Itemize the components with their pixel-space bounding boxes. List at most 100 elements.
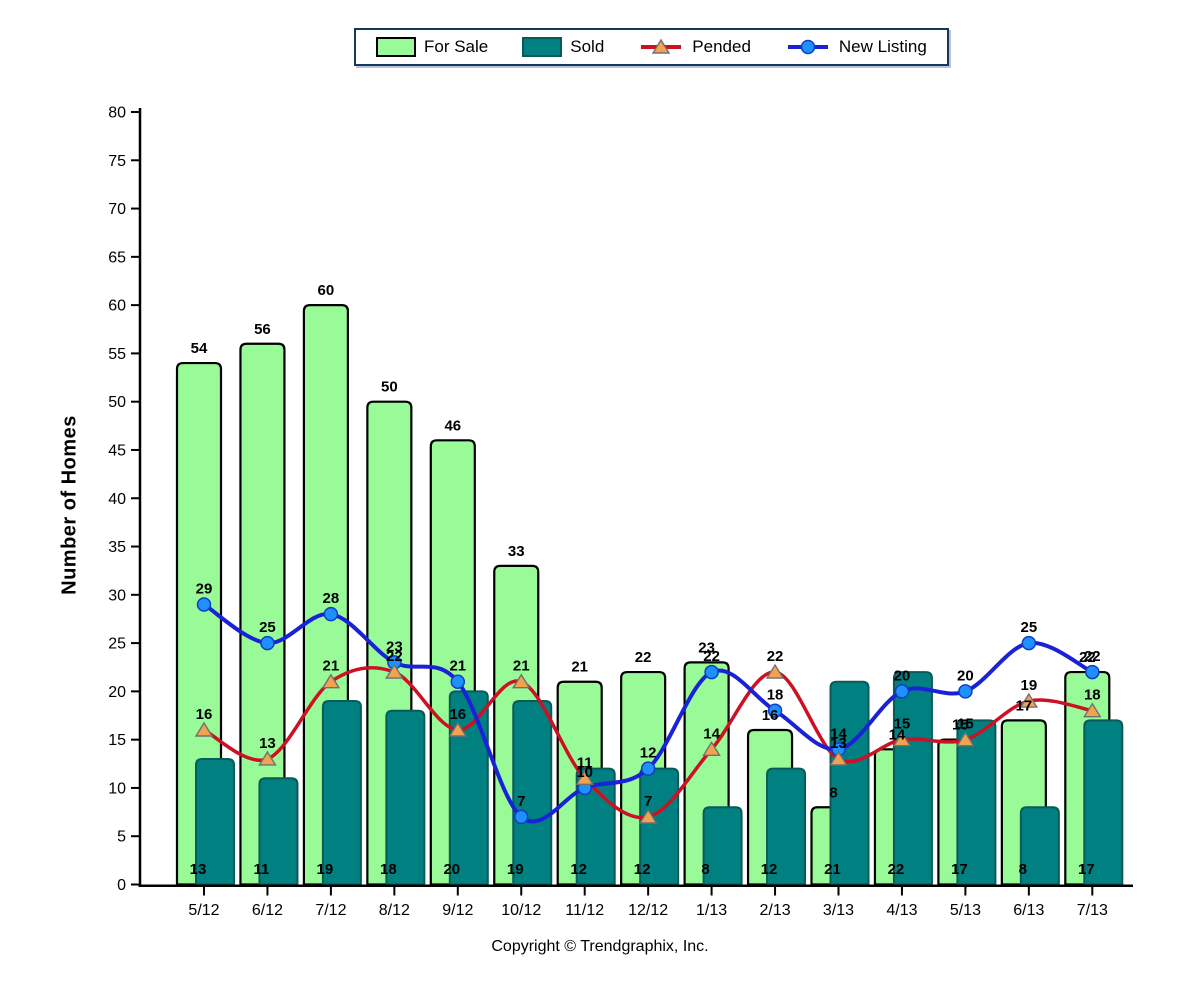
new-listing-marker: [196, 597, 212, 612]
pended-value-label: 22: [386, 648, 403, 665]
new-listing-line-icon: [787, 39, 828, 55]
legend-item-label: Sold: [570, 37, 605, 56]
pended-value-label: 7: [644, 793, 652, 810]
new-listing-value-label: 23: [386, 638, 403, 655]
pended-value-label: 18: [1084, 687, 1101, 704]
bar-for-sale: [175, 361, 223, 886]
sold-swatch-icon: [522, 37, 563, 57]
sold-value-label: 12: [570, 861, 587, 878]
y-tick-label: 0: [117, 877, 126, 894]
y-tick-label: 60: [108, 298, 126, 315]
pended-marker: [956, 731, 975, 747]
pended-value-label: 21: [513, 658, 530, 675]
for-sale-value-label: 8: [829, 784, 837, 801]
y-tick-label: 30: [108, 587, 126, 604]
pended-marker: [385, 663, 404, 679]
new-listing-value-label: 12: [640, 745, 657, 762]
new-listing-marker: [958, 684, 973, 699]
sold-value-label: 21: [824, 861, 841, 878]
sold-value-label: 11: [254, 861, 270, 878]
x-tick-label: 4/13: [886, 902, 917, 919]
pended-value-label: 15: [957, 716, 974, 733]
pended-value-label: 11: [577, 754, 593, 771]
new-listing-marker: [514, 809, 529, 825]
new-listing-value-label: 18: [767, 687, 784, 704]
y-tick-label: 80: [108, 105, 126, 122]
x-tick-label: 9/12: [442, 902, 473, 919]
new-listing-value-label: 22: [1084, 648, 1101, 665]
x-tick-label: 1/13: [696, 902, 727, 919]
pended-marker: [1019, 692, 1039, 708]
new-listing-value-label: 20: [894, 667, 911, 684]
x-tick-label: 7/12: [315, 902, 346, 919]
y-tick-label: 15: [108, 732, 126, 749]
for-sale-value-label: 22: [1079, 649, 1096, 666]
new-listing-marker: [1085, 664, 1100, 680]
bar-sold: [892, 671, 933, 886]
y-tick-label: 20: [108, 684, 126, 701]
for-sale-value-label: 56: [254, 321, 271, 338]
x-tick-label: 10/12: [501, 902, 541, 919]
pended-marker: [575, 769, 594, 785]
pended-marker: [1083, 702, 1102, 718]
new-listing-marker: [260, 635, 275, 651]
pended-line-icon: [641, 38, 682, 54]
y-tick-label: 45: [108, 442, 126, 459]
y-tick-label: 5: [117, 829, 126, 846]
bar-sold: [956, 719, 997, 886]
new-listing-value-label: 28: [323, 590, 340, 607]
value-labels: 5413162956111325601921285018222346201621…: [190, 282, 1101, 878]
sold-value-label: 22: [888, 861, 905, 878]
for-sale-value-label: 15: [952, 717, 969, 734]
for-sale-value-label: 23: [698, 639, 715, 656]
new-listing-marker: [1021, 635, 1037, 651]
bar-sold: [385, 709, 426, 886]
sold-value-label: 20: [443, 861, 460, 878]
bar-sold: [195, 757, 235, 886]
pended-value-label: 22: [767, 648, 784, 665]
new-listing-marker: [704, 664, 719, 680]
y-tick-label: 40: [108, 491, 126, 508]
new-listing-marker: [640, 761, 656, 776]
new-listing-value-label: 25: [1021, 619, 1038, 636]
new-listing-marker: [450, 674, 466, 689]
x-tick-label: 5/12: [188, 902, 219, 919]
legend-item-sold: Sold: [522, 37, 604, 57]
bar-sold: [829, 680, 870, 886]
for-sale-value-label: 16: [762, 707, 779, 724]
x-tick-label: 5/13: [950, 902, 981, 919]
legend-item-label: New Listing: [838, 37, 927, 56]
pended-value-label: 19: [1021, 677, 1038, 694]
sold-bars: [195, 671, 1124, 886]
y-tick-label: 35: [108, 539, 126, 556]
y-tick-label: 25: [108, 636, 126, 653]
x-tick-label: 6/13: [1013, 902, 1044, 919]
for-sale-value-label: 17: [1016, 697, 1033, 714]
pended-marker: [511, 673, 531, 689]
new-listing-value-label: 25: [259, 619, 276, 636]
pended-marker: [448, 721, 468, 737]
pended-value-label: 14: [703, 725, 720, 742]
sold-value-label: 19: [317, 861, 334, 878]
pended-value-label: 13: [830, 735, 847, 752]
x-tick-label: 7/13: [1077, 902, 1108, 919]
for-sale-value-label: 50: [381, 379, 398, 396]
bar-sold: [448, 690, 489, 886]
pended-marker: [194, 721, 214, 737]
new-listing-marker: [323, 606, 339, 622]
y-tick-label: 75: [108, 153, 126, 170]
bar-sold: [639, 767, 680, 886]
pended-value-label: 21: [323, 658, 340, 675]
pended-marker: [258, 750, 277, 766]
bar-for-sale: [239, 342, 286, 886]
new-listing-value-label: 29: [196, 580, 213, 597]
y-tick-label: 55: [108, 346, 126, 363]
x-tick-label: 2/13: [759, 902, 790, 919]
pended-marker: [638, 808, 658, 824]
legend-item-pended: Pended: [638, 37, 751, 57]
sold-value-label: 19: [507, 861, 524, 878]
bar-sold: [321, 700, 362, 886]
sold-value-label: 17: [1078, 861, 1095, 878]
new-listing-value-label: 7: [517, 793, 525, 810]
y-tick-label: 70: [108, 201, 126, 218]
